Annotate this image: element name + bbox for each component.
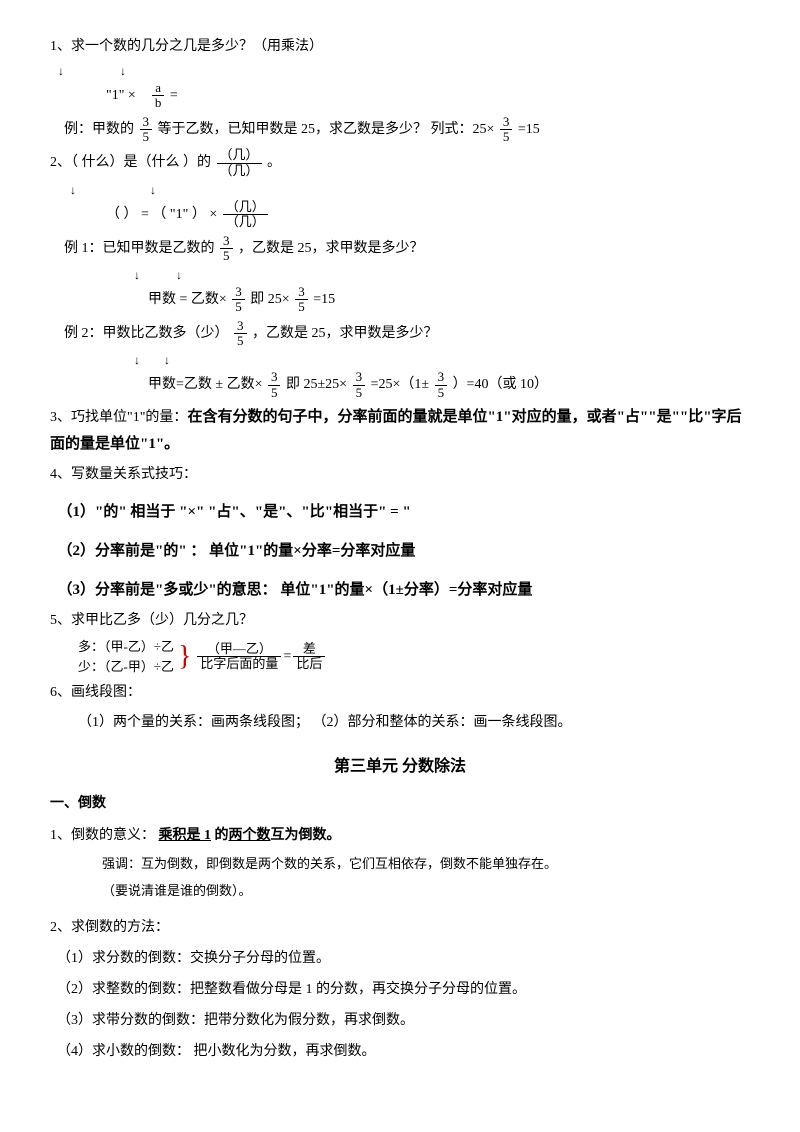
- text: 2、（ 什么）是（什么 ）的: [50, 155, 211, 170]
- text: 1、倒数的意义：: [50, 828, 159, 843]
- fraction: 3 5: [268, 370, 281, 400]
- arrow-row-3: ↓ ↓: [50, 267, 750, 281]
- sec1-item-2-2: （2）求整数的倒数：把整数看做分母是 1 的分数，再交换分子分母的位置。: [50, 977, 750, 1002]
- item-6-1: （1）两个量的关系：画两条线段图； （2）部分和整体的关系：画一条线段图。: [50, 710, 750, 735]
- sec1-item-2-3: （3）求带分数的倒数：把带分数化为假分数，再求倒数。: [50, 1008, 750, 1033]
- sec1-item-2-4: （4）求小数的倒数： 把小数化为分数，再求倒数。: [50, 1039, 750, 1064]
- fraction: 3 5: [234, 319, 247, 349]
- text: 例：甲数的: [64, 122, 134, 137]
- item-4: 4、写数量关系式技巧：: [50, 462, 750, 487]
- item-2-formula: （ ） = （ "1" ） × （几） （几）: [50, 200, 750, 230]
- text: ）=40（或 10）: [453, 377, 548, 392]
- text-more: 多：（甲-乙）÷乙: [78, 639, 174, 654]
- fraction: 差 比后: [293, 642, 325, 672]
- item-4-2: （2）分率前是"的" ： 单位"1"的量×分率=分率对应量: [50, 538, 750, 565]
- item-1: 1、求一个数的几分之几是多少？（用乘法）: [50, 34, 750, 59]
- item-4-3: （3）分率前是"多或少"的意思： 单位"1"的量×（1±分率）=分率对应量: [50, 577, 750, 604]
- fraction: 3 5: [140, 115, 153, 145]
- text: 。: [267, 155, 281, 170]
- formula-right: =: [170, 88, 178, 103]
- text: =15: [313, 292, 335, 307]
- text: 3、巧找单位"1"的量：: [50, 410, 187, 425]
- item-1-example: 例：甲数的 3 5 等于乙数，已知甲数是 25，求乙数是多少？ 列式：25× 3…: [50, 115, 750, 145]
- text: 例 2：甲数比乙数多（少）: [64, 326, 229, 341]
- text: （ ） = （ "1" ） ×: [106, 207, 217, 222]
- fraction: （几） （几）: [223, 200, 268, 230]
- item-5: 5、求甲比乙多（少）几分之几？: [50, 608, 750, 633]
- fraction: （甲—乙） 比字后面的量: [197, 642, 281, 672]
- item-3: 3、巧找单位"1"的量：在含有分数的句子中，分率前面的量就是单位"1"对应的量，…: [50, 404, 750, 458]
- item-6: 6、画线段图：: [50, 680, 750, 705]
- text: ，乙数是 25，求甲数是多少？: [238, 241, 424, 256]
- text: 例 1：已知甲数是乙数的: [64, 241, 215, 256]
- sec1-item-1: 1、倒数的意义： 乘积是 1 的两个数互为倒数。: [50, 823, 750, 848]
- item-5-detail: 多：（甲-乙）÷乙 少：（乙-甲）÷乙 } （甲—乙） 比字后面的量 = 差 比…: [50, 637, 750, 676]
- formula-left: "1" ×: [106, 88, 136, 103]
- fraction: 3 5: [220, 234, 233, 264]
- item-4-1: （1）"的" 相当于 "×" "占"、"是"、"比"相当于" = ": [50, 499, 750, 526]
- fraction: 3 5: [435, 370, 448, 400]
- arrow-row-1: ↓ ↓: [50, 63, 750, 77]
- text-bold: 的: [211, 828, 229, 843]
- example-2-line2: 甲数=乙数 ± 乙数× 3 5 即 25±25× 3 5 =25×（1± 3 5…: [50, 370, 750, 400]
- example-2: 例 2：甲数比乙数多（少） 3 5 ，乙数是 25，求甲数是多少？: [50, 319, 750, 349]
- sec1-item-2-1: （1）求分数的倒数：交换分子分母的位置。: [50, 946, 750, 971]
- brace-icon: }: [178, 644, 191, 669]
- fraction-a-b: a b: [152, 81, 165, 111]
- text: =15: [518, 122, 540, 137]
- text-bold: 互为倒数。: [271, 828, 341, 843]
- equals: =: [283, 644, 291, 669]
- sec1-item-2: 2、求倒数的方法：: [50, 915, 750, 940]
- fraction: （几） （几）: [217, 148, 262, 178]
- fraction: 3 5: [295, 285, 308, 315]
- text: 甲数 = 乙数×: [148, 292, 227, 307]
- sec1-item-1-note1: 强调：互为倒数，即倒数是两个数的关系，它们互相依存，倒数不能单独存在。: [50, 852, 750, 875]
- unit-title: 第三单元 分数除法: [50, 753, 750, 782]
- text: 即 25×: [250, 292, 289, 307]
- arrow-row-2: ↓ ↓: [50, 182, 750, 196]
- arrow-row-4: ↓ ↓: [50, 352, 750, 366]
- text: ，乙数是 25，求甲数是多少？: [252, 326, 438, 341]
- example-1-line2: 甲数 = 乙数× 3 5 即 25× 3 5 =15: [50, 285, 750, 315]
- numerator: a: [152, 81, 165, 96]
- item-2: 2、（ 什么）是（什么 ）的 （几） （几） 。: [50, 148, 750, 178]
- text-bold-underline: 乘积是 1: [159, 828, 212, 843]
- fraction: 3 5: [353, 370, 366, 400]
- sec1-item-1-note2: （要说清谁是谁的倒数）。: [50, 879, 750, 902]
- text: 甲数=乙数 ± 乙数×: [148, 377, 262, 392]
- text-less: 少：（乙-甲）÷乙: [78, 659, 174, 674]
- section-1-title: 一、倒数: [50, 791, 750, 816]
- text: 等于乙数，已知甲数是 25，求乙数是多少？ 列式：25×: [158, 122, 495, 137]
- fraction: 3 5: [232, 285, 245, 315]
- fraction: 3 5: [500, 115, 513, 145]
- text: =25×（1±: [371, 377, 429, 392]
- item-1-formula: "1" × a b =: [50, 81, 750, 111]
- denominator: b: [152, 96, 165, 110]
- text: 即 25±25×: [286, 377, 347, 392]
- example-1: 例 1：已知甲数是乙数的 3 5 ，乙数是 25，求甲数是多少？: [50, 234, 750, 264]
- text-bold-underline: 两个数: [229, 828, 271, 843]
